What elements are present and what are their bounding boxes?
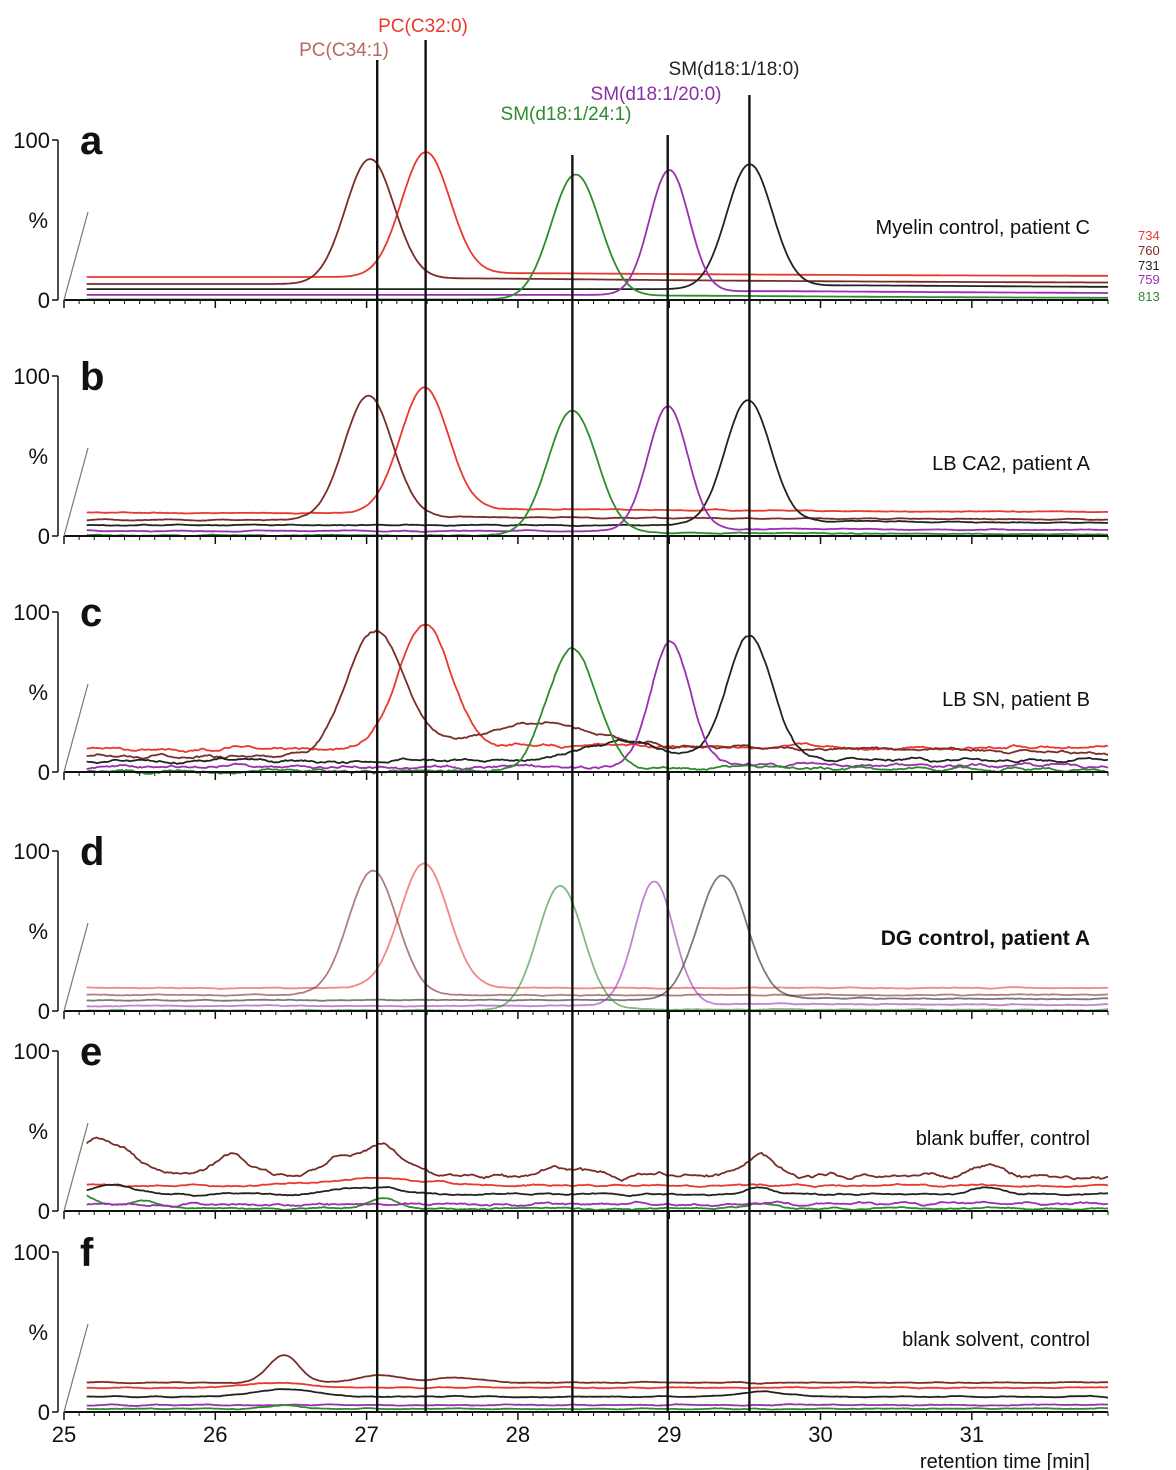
panel-title-e: blank buffer, control — [916, 1128, 1090, 1150]
trace-d-mz-731 — [86, 874, 1109, 1002]
retention-marker-layer — [376, 40, 751, 1412]
trace-a-mz-731 — [86, 163, 1109, 290]
x-tick-label-30: 30 — [808, 1422, 832, 1447]
trace-e-mz-760 — [86, 1136, 1109, 1182]
panel-title-c: LB SN, patient B — [942, 689, 1090, 711]
panel-letter-d: d — [80, 830, 104, 874]
x-tick-label-29: 29 — [657, 1422, 681, 1447]
trace-d-mz-760 — [86, 869, 1109, 997]
species-label-1: PC(C32:0) — [378, 16, 468, 37]
x-tick-label-26: 26 — [203, 1422, 227, 1447]
x-tick-label-27: 27 — [354, 1422, 378, 1447]
offset-axis — [63, 922, 89, 1012]
panel-letter-e: e — [80, 1030, 102, 1074]
y-tick-label-percent: % — [28, 680, 48, 705]
y-tick-label-percent: % — [28, 1320, 48, 1345]
offset-axis — [63, 1323, 89, 1413]
panel-title-a: Myelin control, patient C — [875, 217, 1090, 239]
panel-title-b: LB CA2, patient A — [932, 453, 1091, 475]
panel-letter-c: c — [80, 591, 102, 635]
trace-a-mz-734 — [86, 151, 1108, 278]
y-tick-label-0: 0 — [38, 999, 50, 1024]
panel-title-d: DG control, patient A — [881, 927, 1090, 950]
mz-label-759: 759 — [1138, 272, 1160, 287]
x-tick-label-31: 31 — [960, 1422, 984, 1447]
mz-label-734: 734 — [1138, 228, 1160, 243]
trace-f-mz-731 — [86, 1388, 1109, 1399]
y-tick-label-0: 0 — [38, 760, 50, 785]
x-tick-label-28: 28 — [506, 1422, 530, 1447]
trace-f-mz-760 — [86, 1354, 1108, 1385]
y-tick-label-100: 100 — [13, 839, 50, 864]
trace-d-mz-734 — [86, 862, 1109, 990]
panel-letter-b: b — [80, 355, 104, 399]
x-tick-label-25: 25 — [52, 1422, 76, 1447]
trace-e-mz-734 — [86, 1176, 1109, 1189]
offset-axis — [63, 1122, 89, 1212]
trace-b-mz-731 — [86, 399, 1109, 527]
y-tick-label-0: 0 — [38, 1199, 50, 1224]
y-tick-label-0: 0 — [38, 1400, 50, 1425]
y-tick-label-0: 0 — [38, 288, 50, 313]
species-label-4: SM(d18:1/18:0) — [669, 59, 800, 80]
species-label-0: PC(C34:1) — [299, 40, 389, 61]
y-tick-label-100: 100 — [13, 1039, 50, 1064]
y-tick-label-100: 100 — [13, 128, 50, 153]
trace-e-mz-731 — [86, 1183, 1109, 1198]
species-label-2: SM(d18:1/24:1) — [501, 104, 632, 125]
label-layer: 100% 0 a Myelin control, patient C 100% 0 b LB … — [13, 16, 1159, 1470]
axes-layer — [52, 139, 1109, 1420]
trace-c-mz-731 — [86, 634, 1109, 765]
trace-c-mz-760 — [86, 629, 1109, 760]
y-tick-label-percent: % — [28, 444, 48, 469]
trace-b-mz-759 — [86, 405, 1109, 533]
trace-d-mz-759 — [86, 880, 1108, 1008]
y-tick-label-percent: % — [28, 919, 48, 944]
y-tick-label-100: 100 — [13, 364, 50, 389]
mz-label-760: 760 — [1138, 243, 1160, 258]
panel-letter-f: f — [80, 1231, 94, 1275]
trace-e-mz-759 — [86, 1200, 1109, 1208]
species-label-3: SM(d18:1/20:0) — [591, 84, 722, 105]
panel-letter-a: a — [80, 119, 103, 163]
trace-a-mz-759 — [86, 169, 1108, 296]
y-tick-label-0: 0 — [38, 524, 50, 549]
y-tick-label-100: 100 — [13, 1240, 50, 1265]
trace-f-mz-734 — [86, 1381, 1108, 1390]
trace-layer — [86, 151, 1109, 1411]
offset-axis — [63, 683, 89, 773]
trace-b-mz-734 — [86, 386, 1108, 515]
offset-axis — [63, 211, 89, 301]
trace-f-mz-759 — [86, 1403, 1109, 1407]
mz-label-731: 731 — [1138, 258, 1160, 273]
panel-title-f: blank solvent, control — [902, 1329, 1090, 1351]
y-tick-label-percent: % — [28, 208, 48, 233]
trace-c-mz-759 — [86, 640, 1109, 771]
trace-a-mz-760 — [86, 158, 1108, 285]
y-tick-label-percent: % — [28, 1119, 48, 1144]
trace-b-mz-760 — [86, 394, 1109, 522]
y-tick-label-100: 100 — [13, 600, 50, 625]
offset-axis — [63, 447, 89, 537]
trace-f-mz-813 — [86, 1404, 1109, 1411]
mz-label-813: 813 — [1138, 289, 1160, 304]
x-axis-title: retention time [min] — [920, 1451, 1090, 1470]
